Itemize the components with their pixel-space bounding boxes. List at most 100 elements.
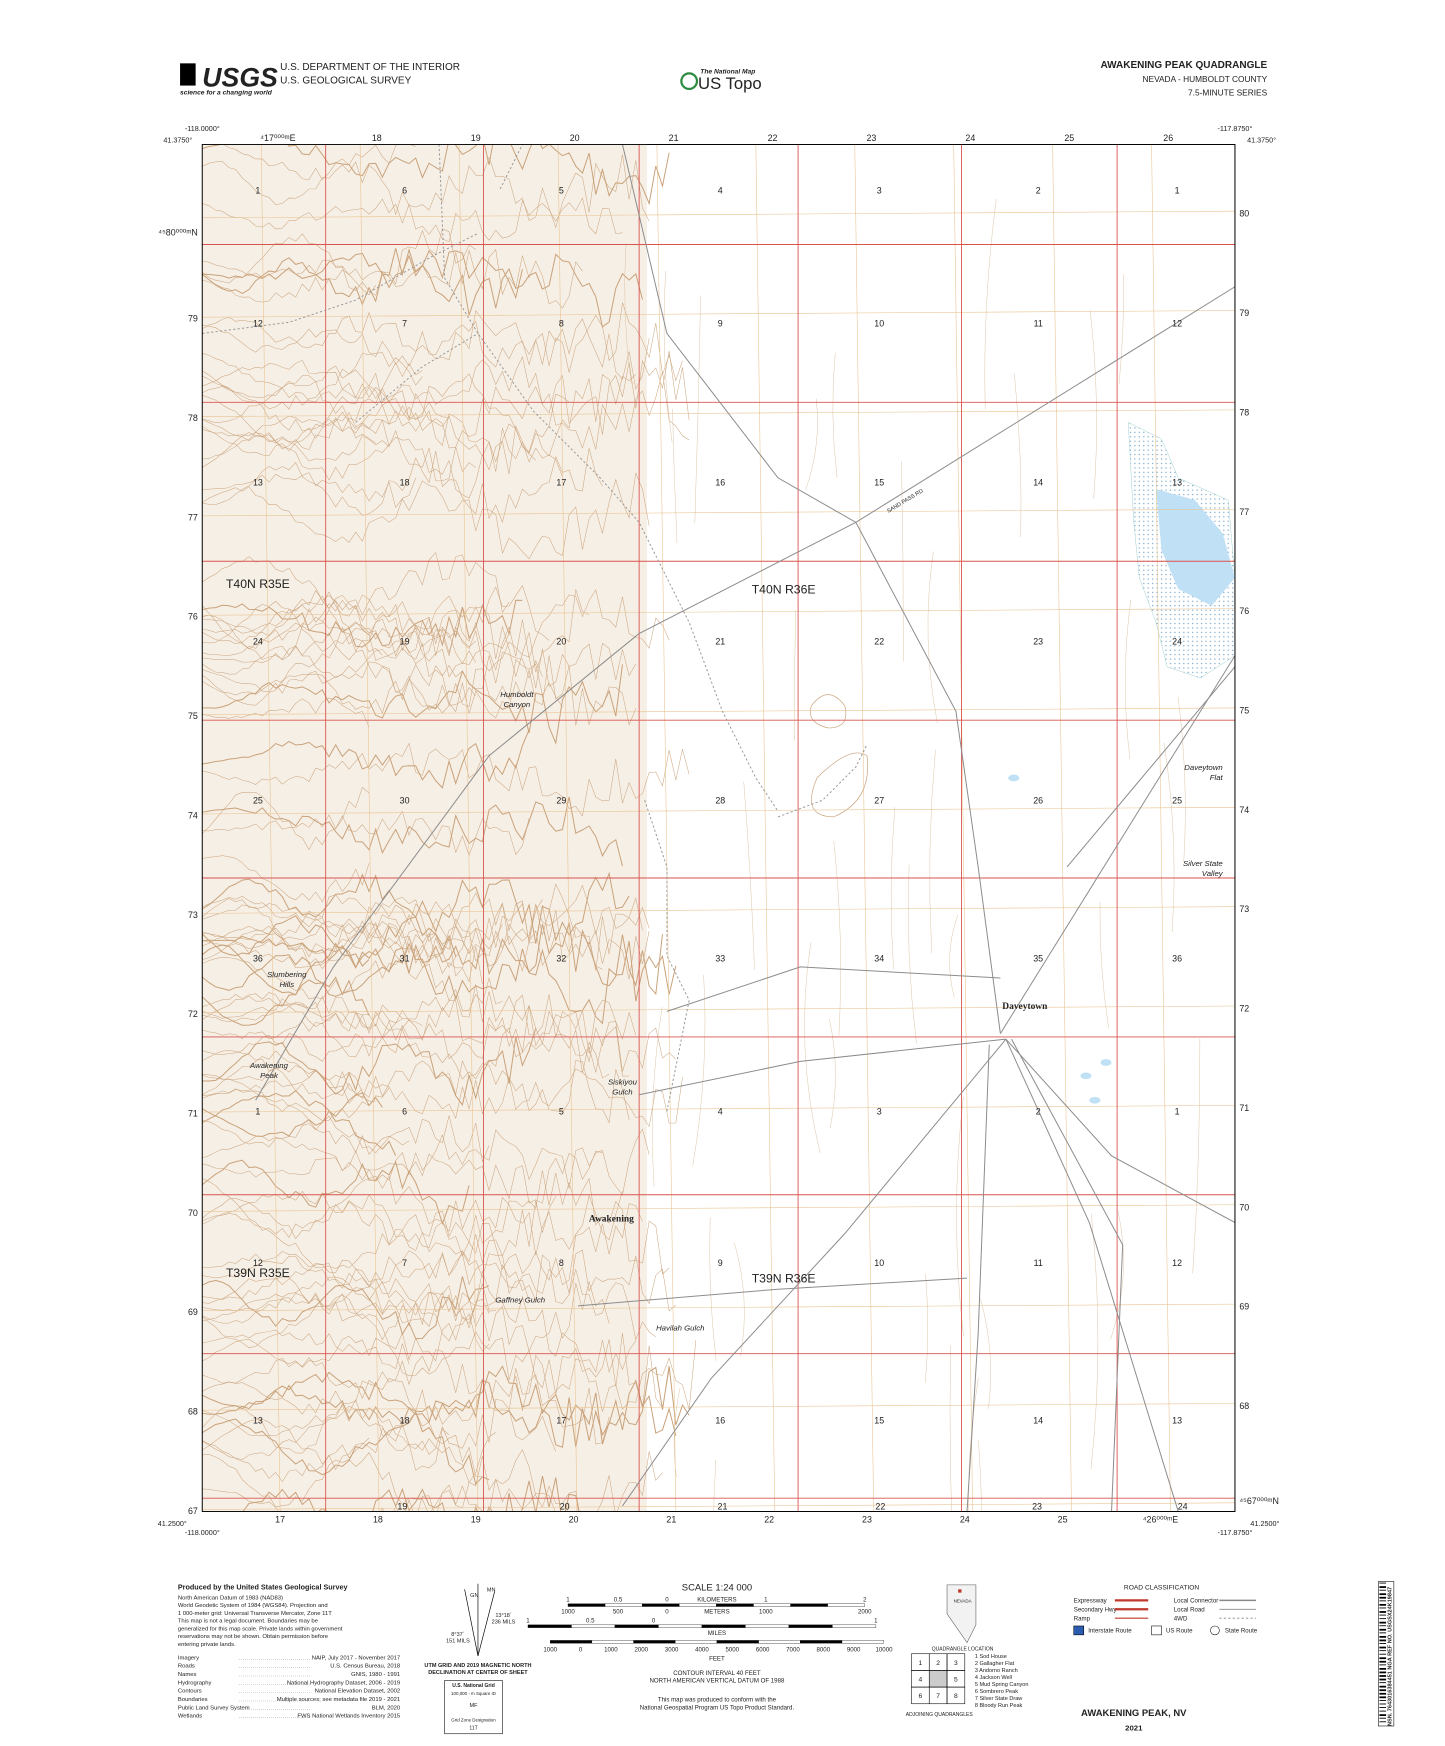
section-number: 31 xyxy=(400,953,410,963)
declination-value: 151 MILS xyxy=(446,1639,470,1645)
declination-value: 236 MILS xyxy=(492,1620,516,1626)
northing-label: 73 xyxy=(1239,904,1249,914)
scale-bar-segment xyxy=(675,1640,718,1644)
declination-line xyxy=(464,1589,479,1657)
contour-line xyxy=(929,749,936,954)
scale-bar-segment xyxy=(614,1624,659,1628)
source-value: NAIP, July 2017 - November 2017 xyxy=(312,1655,400,1661)
contour-line xyxy=(202,664,623,745)
place-name: Hills xyxy=(279,980,294,989)
section-number: 32 xyxy=(556,953,566,963)
standard-note: National Geospatial Program US Topo Prod… xyxy=(640,1704,795,1711)
adjoining-name: 4 Jackson Well xyxy=(975,1675,1012,1681)
usng-text: 100,000 - m Square ID xyxy=(451,1691,496,1696)
section-number: 4 xyxy=(718,185,723,195)
scale-bar-segment xyxy=(800,1640,843,1644)
contour-line xyxy=(202,373,636,457)
northing-label: 69 xyxy=(1239,1302,1249,1312)
adjoining-name: 2 Gallagher Flat xyxy=(975,1661,1015,1667)
section-number: 25 xyxy=(1172,796,1182,806)
adjoining-label: ADJOINING QUADRANGLES xyxy=(906,1712,974,1718)
scale-number: 0 xyxy=(652,1618,656,1625)
lake xyxy=(1156,489,1235,606)
barcode-bar xyxy=(1379,1611,1387,1613)
contour-line xyxy=(202,942,370,996)
contour-line xyxy=(202,786,370,851)
contour-line xyxy=(202,371,690,450)
barcode-bar xyxy=(1379,1603,1387,1606)
populated-place: Awakening xyxy=(589,1214,634,1224)
declination-value: 8°37´ xyxy=(451,1632,464,1638)
easting-label: 18 xyxy=(372,133,382,143)
scale-number: 1 xyxy=(874,1618,878,1625)
northing-label: 72 xyxy=(1239,1004,1249,1014)
scale-bar-segment xyxy=(790,1603,828,1607)
contour-line xyxy=(202,609,510,654)
contour-line xyxy=(202,1449,663,1512)
utm-grid-line xyxy=(260,144,281,1512)
contour-line xyxy=(624,243,632,384)
section-number: 19 xyxy=(400,637,410,647)
scale-number: 7000 xyxy=(786,1647,800,1654)
contour-line xyxy=(202,248,523,300)
contour-line xyxy=(949,914,959,998)
barcode-bar xyxy=(1379,1685,1387,1688)
adjoining-cell xyxy=(946,1686,966,1705)
road xyxy=(666,966,1001,1012)
contour-line xyxy=(927,551,938,724)
contour-line xyxy=(202,697,370,728)
section-number: 12 xyxy=(253,319,263,329)
section-number: 26 xyxy=(1033,796,1043,806)
contour-line xyxy=(202,228,476,296)
contour-line xyxy=(202,1282,496,1327)
contour-line xyxy=(202,1249,676,1312)
barcode-bar xyxy=(1379,1614,1387,1616)
section-number: 24 xyxy=(1172,637,1182,647)
scale-title: SCALE 1:24 000 xyxy=(682,1582,752,1593)
scale-number: 8000 xyxy=(817,1647,831,1654)
scale-unit: FEET xyxy=(709,1655,725,1662)
scale-number: 1 xyxy=(566,1597,570,1604)
easting-label: 17 xyxy=(275,1515,285,1525)
contour-line xyxy=(794,610,796,741)
easting-label: 25 xyxy=(1058,1515,1068,1525)
section-number: 11 xyxy=(1034,1258,1043,1268)
section-number: 8 xyxy=(559,319,564,329)
contour-line xyxy=(1090,1213,1099,1470)
northing-label: 71 xyxy=(1239,1103,1249,1113)
barcode-bar xyxy=(1379,1714,1387,1716)
section-number: 3 xyxy=(877,1107,882,1117)
scale-number: 0 xyxy=(579,1647,583,1654)
contour-line xyxy=(202,1374,610,1445)
section-number: 25 xyxy=(253,796,263,806)
barcode-bar xyxy=(1379,1600,1387,1602)
scale-number: 0 xyxy=(665,1609,669,1616)
scale-bar-segment xyxy=(527,1624,572,1628)
scale-bar-segment xyxy=(758,1640,801,1644)
easting-label: ⁴26⁰⁰⁰ᵐE xyxy=(1143,1515,1178,1525)
contour-line xyxy=(202,1128,650,1196)
note-line: This map is not a legal document. Bounda… xyxy=(178,1619,318,1625)
pond xyxy=(1080,1072,1092,1080)
contour-line xyxy=(202,655,637,726)
barcode-bar xyxy=(1379,1660,1387,1663)
road xyxy=(1005,1038,1179,1512)
place-name: Flat xyxy=(1210,773,1224,782)
barcode-bar xyxy=(1379,1721,1387,1723)
contour-line xyxy=(984,198,997,410)
contour-line xyxy=(202,1379,677,1448)
scale-bar-segment xyxy=(832,1624,877,1628)
road xyxy=(1066,666,1235,868)
section-number: 19 xyxy=(397,1501,407,1511)
contour-line xyxy=(223,144,416,181)
contour-line xyxy=(709,1217,717,1361)
contour-line xyxy=(1014,373,1022,538)
scale-number: 500 xyxy=(613,1609,624,1616)
section-number: 21 xyxy=(718,1501,728,1511)
easting-label: 19 xyxy=(471,133,481,143)
usgs-tagline: science for a changing world xyxy=(180,89,273,96)
section-number: 23 xyxy=(1032,1501,1042,1511)
section-number: 6 xyxy=(402,185,407,195)
sheet-year: 2021 xyxy=(1125,1723,1143,1732)
section-number: 29 xyxy=(556,796,566,806)
